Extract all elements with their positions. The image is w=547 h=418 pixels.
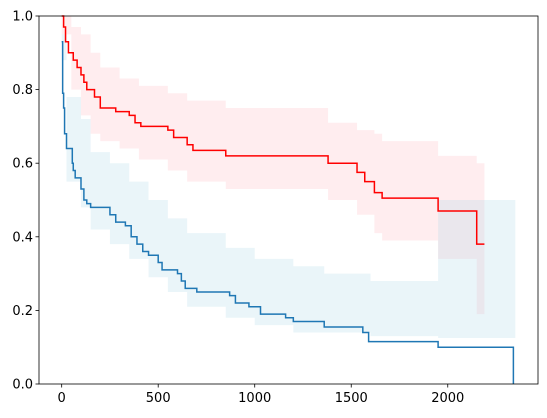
- y-tick-label: 1.0: [12, 10, 33, 25]
- y-tick-label: 0.6: [12, 157, 33, 172]
- confidence-band: [61, 34, 516, 339]
- x-tick-label: 500: [146, 391, 171, 406]
- y-tick-label: 0.4: [12, 230, 33, 245]
- y-tick-label: 0.2: [12, 304, 33, 319]
- survival-line: [61, 41, 515, 384]
- y-tick-label: 0.0: [12, 378, 33, 393]
- survival-line: [61, 15, 485, 245]
- x-tick-label: 2000: [431, 391, 464, 406]
- x-tick-label: 1000: [238, 391, 271, 406]
- x-tick-label: 0: [58, 391, 66, 406]
- confidence-band: [61, 16, 485, 315]
- y-tick-label: 0.8: [12, 83, 33, 98]
- x-tick-label: 1500: [335, 391, 368, 406]
- axes-frame: [38, 15, 539, 385]
